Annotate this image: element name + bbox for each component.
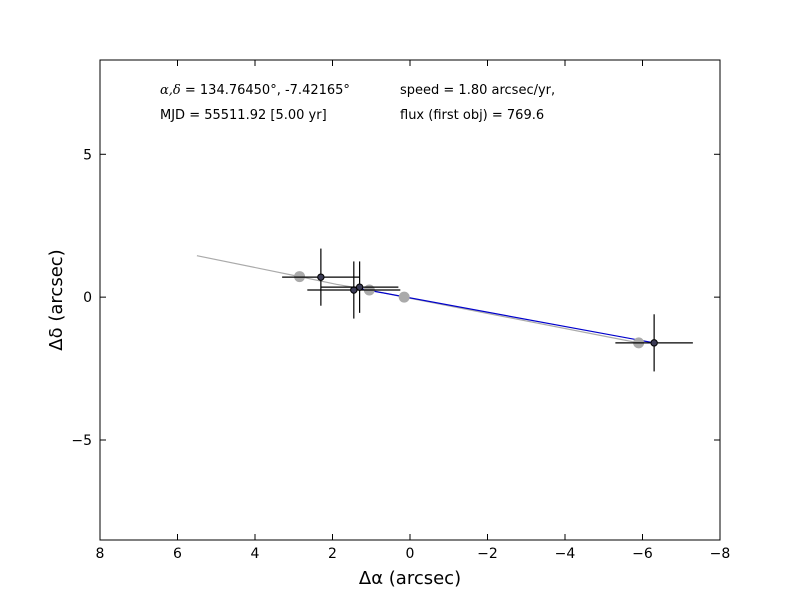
chart-ticks: 8 6 4 2 0 −2 −4 −6 −8 −5 0 5 [71,60,730,562]
x-tick-label: 8 [96,546,105,562]
coordinates-symbol: α,δ [160,83,181,98]
x-axis-label: Δα (arcsec) [359,568,461,589]
x-tick-label: −4 [555,546,576,562]
observation-point [650,339,658,347]
x-tick-label: 2 [328,546,337,562]
x-tick-label: 6 [173,546,182,562]
mjd-annotation: MJD = 55511.92 [5.00 yr] [160,108,327,123]
y-tick-label: −5 [71,433,92,449]
y-tick-label: 5 [83,147,92,163]
speed-annotation: speed = 1.80 arcsec/yr, [400,83,556,98]
y-axis-label: Δδ (arcsec) [46,249,67,350]
chart-points [282,248,693,372]
x-tick-label: −2 [477,546,498,562]
plot-frame [99,59,721,541]
coordinates-value: = 134.76450°, -7.42165° [180,83,350,98]
y-tick-label: 0 [83,290,92,306]
model-point [398,291,410,303]
observation-point [317,273,325,281]
x-tick-label: −6 [632,546,653,562]
x-tick-label: −8 [710,546,731,562]
x-tick-label: 4 [251,546,260,562]
coordinates-annotation: α,δ = 134.76450°, -7.42165° [160,83,350,98]
chart-lines [196,255,655,344]
x-tick-label: 0 [406,546,415,562]
flux-annotation: flux (first obj) = 769.6 [400,108,545,123]
observation-point [355,283,364,291]
